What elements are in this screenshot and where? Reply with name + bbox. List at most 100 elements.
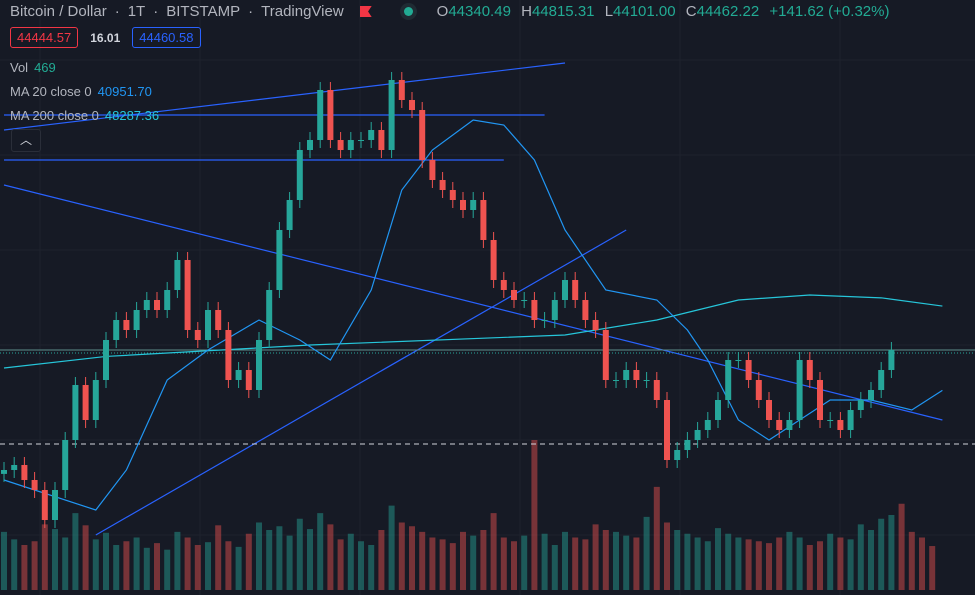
volume-bar [908,531,915,590]
candle-body [878,370,885,390]
candle-body [572,280,579,300]
candle-body [541,320,548,321]
candle-body [143,300,150,310]
candle-body [154,300,160,310]
volume-bar [368,545,375,590]
candle-body [347,140,354,150]
volume-bar [123,541,130,590]
buy-button[interactable]: 44460.58 [132,27,201,48]
volume-bar [143,547,150,590]
candle-body [715,400,721,420]
candle-body [490,240,497,280]
open-value: 44340.49 [448,3,511,20]
volume-bar [41,524,48,590]
candle-body [82,385,89,420]
volume-bar [439,539,446,590]
volume-bar [725,533,732,590]
volume-bar [52,529,58,590]
volume-bar [235,546,242,590]
volume-bar [307,529,313,590]
market-status-icon[interactable] [403,7,413,16]
candle-body [837,420,844,430]
candle-body [664,400,670,460]
collapse-legend-button[interactable]: ︿ [11,129,41,152]
volume-bar [664,522,670,590]
trade-buttons: 44444.57 16.01 44460.58 [10,27,201,48]
volume-bar [92,539,99,590]
candle-body [592,320,599,330]
volume-bar [868,530,874,590]
volume-bar [643,516,650,590]
volume-bar [562,531,568,590]
flag-icon[interactable] [359,6,372,17]
candle-body [694,430,701,440]
candle-body [725,360,732,400]
drawings[interactable] [0,62,975,536]
candles [1,72,895,528]
volume-bar [633,537,640,590]
volume-bar [449,543,456,590]
volume-bar [572,537,579,590]
volume-bar [684,533,691,590]
legend-value: 48287.36 [104,108,160,123]
volume-bar [21,545,28,590]
candle-body [674,450,681,460]
candle-body [806,360,813,380]
candle-body [184,260,191,330]
candle-body [133,310,140,330]
candle-body [21,465,28,480]
legend-value: 40951.70 [97,84,152,99]
separator: · [248,3,254,20]
volume-bar [511,541,517,590]
legend-volume[interactable]: Vol 469 [10,60,56,75]
volume-bar [1,531,7,590]
candle-body [868,390,874,400]
candle-body [296,150,303,200]
volume-bar [623,535,630,590]
candle-body [684,440,691,450]
candle-body [857,400,864,410]
volume-bar [215,525,222,590]
volume-bar [715,528,721,590]
interval[interactable]: 1T [127,3,146,20]
candle-body [215,310,222,330]
candle-body [317,90,324,140]
volume-bar [154,543,160,590]
volume-bars [1,440,936,590]
trend-line [3,184,943,421]
candle-body [551,300,558,320]
volume-bar [786,531,793,590]
separator: · [153,3,159,20]
candle-body [766,400,772,420]
volume-bar [796,537,803,590]
legend-label: Vol [10,60,29,75]
volume-bar [205,542,211,590]
ma20-line [3,119,943,511]
volume-bar [133,537,140,590]
candle-body [245,370,252,390]
exchange: BITSTAMP [166,3,241,20]
volume-bar [358,541,364,590]
data-source: TradingView [261,3,344,20]
candle-body [755,380,762,400]
legend-ma200[interactable]: MA 200 close 0 48287.36 [10,108,159,123]
open-label: O [436,3,449,20]
volume-bar [745,539,752,590]
candle-body [623,370,630,380]
moving-averages [3,119,943,511]
volume-bar [888,515,895,590]
legend-ma20[interactable]: MA 20 close 0 40951.70 [10,84,152,99]
volume-bar [653,486,660,590]
volume-bar [480,530,487,590]
candle-body [602,330,609,380]
candle-body [847,410,854,430]
volume-bar [31,541,38,590]
volume-bar [103,532,109,590]
volume-bar [582,539,589,590]
candle-body [164,290,171,310]
close-value: 44462.22 [696,3,760,20]
sell-button[interactable]: 44444.57 [10,27,79,48]
candle-body [500,280,507,290]
symbol-name[interactable]: Bitcoin / Dollar [10,3,107,20]
